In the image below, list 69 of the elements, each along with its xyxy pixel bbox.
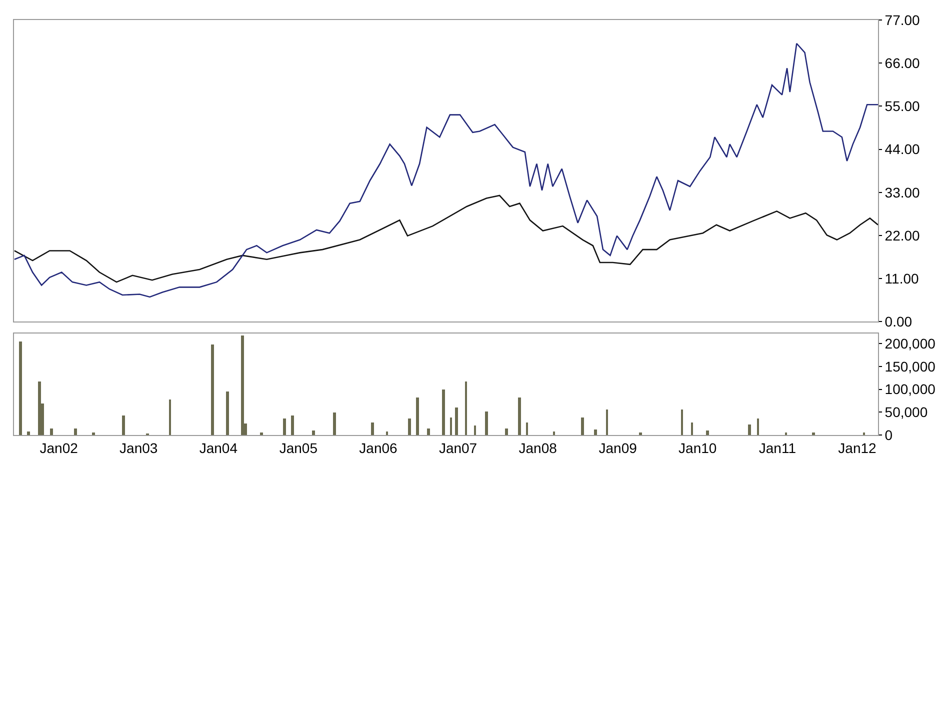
y-tick-label: 44.00 <box>884 141 920 158</box>
bar <box>639 432 642 435</box>
x-tick-label: Jan04 <box>199 440 238 456</box>
bar <box>122 415 125 435</box>
bar <box>594 429 597 435</box>
x-tick-label: Jan12 <box>838 440 877 456</box>
bar <box>748 424 751 435</box>
x-tick-label: Jan02 <box>40 440 78 456</box>
x-tick-label: Jan11 <box>758 440 796 456</box>
bar <box>408 418 411 435</box>
bar <box>863 432 865 435</box>
bar <box>442 389 445 435</box>
x-tick-label: Jan08 <box>518 440 558 456</box>
bar <box>450 417 452 435</box>
bar <box>465 381 467 435</box>
bar <box>505 428 508 435</box>
bar <box>291 415 294 435</box>
bar <box>706 430 709 435</box>
bar <box>606 409 608 435</box>
x-tick-label: Jan07 <box>438 440 478 456</box>
bar <box>681 409 683 435</box>
bar <box>455 407 458 435</box>
bar <box>757 418 759 435</box>
y-tick-label: 33.00 <box>884 184 920 200</box>
bar <box>427 428 430 435</box>
bar <box>371 422 374 435</box>
bar <box>474 425 476 435</box>
x-tick-label: Jan10 <box>678 440 717 456</box>
bar <box>38 381 41 435</box>
x-tick-label: Jan09 <box>598 440 638 456</box>
y-tick-label: 55.00 <box>884 98 920 114</box>
bar <box>386 431 388 435</box>
bar <box>241 335 244 435</box>
bar <box>581 417 584 435</box>
y-tick-label: 0 <box>884 426 893 443</box>
y-tick-label: 22.00 <box>884 227 920 244</box>
bar <box>812 432 815 435</box>
bar <box>260 432 263 435</box>
bar <box>553 431 555 435</box>
bar <box>333 412 336 435</box>
bar <box>283 418 286 435</box>
bar <box>518 397 521 435</box>
y-tick-label: 66.00 <box>884 54 920 71</box>
line-series <box>14 42 878 298</box>
bar <box>526 422 528 435</box>
x-tick-label: Jan05 <box>279 440 318 456</box>
bar <box>211 344 214 435</box>
bar <box>785 432 787 435</box>
y-tick-label: 100,000 <box>884 381 936 398</box>
y-tick-label: 50,000 <box>884 404 928 420</box>
bar <box>691 422 693 435</box>
bar <box>416 397 419 435</box>
bar <box>50 428 53 435</box>
y-tick-label: 0.00 <box>884 314 912 330</box>
y-tick-label: 77.00 <box>884 12 920 28</box>
bar <box>19 341 22 435</box>
bar <box>485 411 488 435</box>
y-tick-label: 200,000 <box>884 335 936 352</box>
bar <box>312 430 315 435</box>
bar <box>92 432 95 435</box>
bar <box>169 399 171 435</box>
x-tick-label: Jan06 <box>359 440 398 456</box>
bar <box>74 428 77 435</box>
x-tick-label: Jan03 <box>120 440 158 456</box>
y-tick-label: 150,000 <box>884 358 936 374</box>
bar <box>27 431 30 435</box>
y-tick-label: 11.00 <box>884 270 920 286</box>
line-series <box>14 194 878 283</box>
bar <box>226 391 229 435</box>
